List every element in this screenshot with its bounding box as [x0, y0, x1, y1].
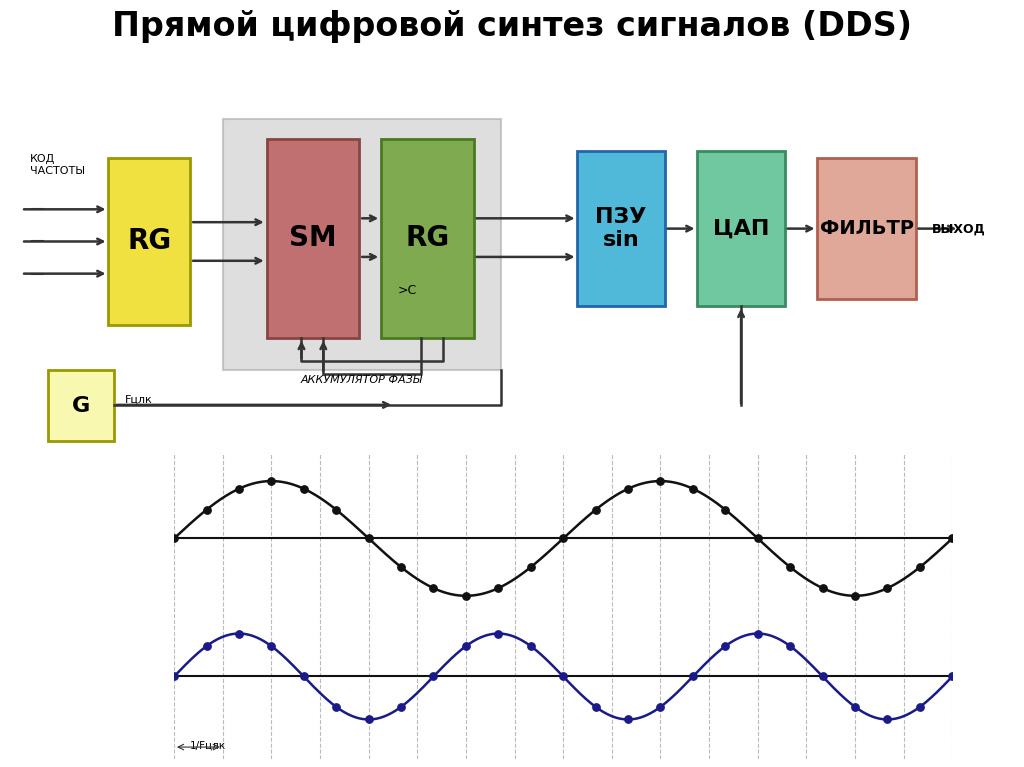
Point [588, 701, 604, 713]
Point [717, 640, 733, 652]
Point [393, 701, 410, 713]
Point [717, 504, 733, 516]
Bar [109, 158, 190, 325]
Point [263, 640, 280, 652]
Bar [817, 158, 915, 299]
Bar [381, 139, 474, 338]
Point [782, 640, 799, 652]
Point [620, 713, 636, 726]
Point [652, 701, 669, 713]
Text: RG: RG [127, 228, 171, 255]
Point [880, 582, 896, 594]
Point [620, 482, 636, 495]
Text: 1/Fцлк: 1/Fцлк [189, 740, 225, 750]
Point [458, 590, 474, 602]
Bar [48, 370, 114, 441]
Point [230, 627, 247, 640]
Point [782, 561, 799, 573]
Bar [266, 139, 359, 338]
Point [328, 504, 344, 516]
Point [847, 701, 863, 713]
Point [944, 532, 961, 545]
Point [588, 504, 604, 516]
Point [458, 640, 474, 652]
Point [555, 532, 571, 545]
Point [360, 532, 377, 545]
Point [750, 627, 766, 640]
Text: ВЫХОД: ВЫХОД [932, 222, 986, 235]
Bar [223, 119, 501, 370]
Point [296, 482, 312, 495]
Point [199, 504, 215, 516]
Point [490, 582, 507, 594]
Point [199, 640, 215, 652]
Bar [578, 151, 665, 306]
Text: ЦАП: ЦАП [713, 219, 769, 239]
Point [490, 627, 507, 640]
Text: Fцлк: Fцлк [125, 395, 153, 405]
Point [685, 482, 701, 495]
Point [425, 582, 441, 594]
Point [685, 670, 701, 683]
Point [425, 670, 441, 683]
Point [652, 475, 669, 487]
Point [166, 670, 182, 683]
Text: АККУМУЛЯТОР ФАЗЫ: АККУМУЛЯТОР ФАЗЫ [300, 375, 423, 386]
Point [328, 701, 344, 713]
Point [522, 640, 539, 652]
Point [166, 532, 182, 545]
Point [296, 670, 312, 683]
Point [880, 713, 896, 726]
Point [263, 475, 280, 487]
Point [814, 582, 830, 594]
Point [555, 670, 571, 683]
Point [230, 482, 247, 495]
Point [911, 561, 928, 573]
Text: G: G [72, 396, 90, 416]
Text: ПЗУ
sin: ПЗУ sin [595, 207, 647, 250]
Bar [697, 151, 784, 306]
Point [847, 590, 863, 602]
Text: КОД
ЧАСТОТЫ: КОД ЧАСТОТЫ [30, 154, 85, 176]
Point [911, 701, 928, 713]
Point [750, 532, 766, 545]
Point [522, 561, 539, 573]
Text: SM: SM [289, 224, 337, 252]
Point [360, 713, 377, 726]
Point [814, 670, 830, 683]
Point [944, 670, 961, 683]
Point [393, 561, 410, 573]
Text: Прямой цифровой синтез сигналов (DDS): Прямой цифровой синтез сигналов (DDS) [112, 10, 912, 44]
Text: >C: >C [397, 284, 417, 297]
Text: RG: RG [406, 224, 450, 252]
Text: ФИЛЬТР: ФИЛЬТР [819, 219, 913, 238]
